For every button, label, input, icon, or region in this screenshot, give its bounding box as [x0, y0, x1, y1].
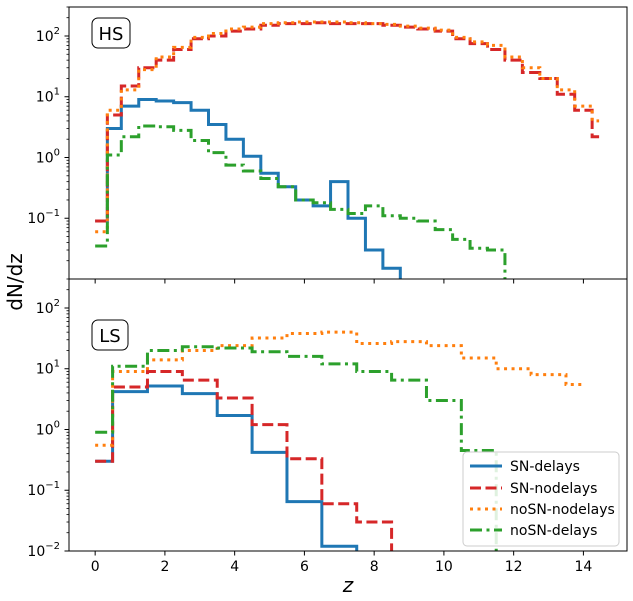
series-line-ls-nosn-nodelays — [95, 330, 584, 447]
x-tick-label: 2 — [160, 559, 169, 575]
panel-hs-y-tick-label: 10−1 — [27, 208, 60, 227]
panel-ls-y-tick-label: 10−1 — [27, 480, 60, 499]
panel-hs-series-group — [95, 20, 600, 279]
panel-hs-y-tick-label: 102 — [36, 26, 60, 45]
panel-hs-frame — [68, 6, 628, 280]
panel-ls-y-tick-label: 102 — [36, 298, 60, 317]
series-line-hs-sn-delays — [95, 98, 402, 279]
panel-hs-y-tick-label: 100 — [36, 147, 60, 166]
x-tick-label: 12 — [505, 559, 523, 575]
legend-label-sn-nodelays: SN-nodelays — [510, 481, 597, 497]
series-line-ls-sn-delays — [95, 384, 359, 551]
panel-hs-tag: HS — [91, 17, 131, 49]
panel-ls: 10−2 10−1 100 101 102 0 2 4 6 8 10 12 14 — [27, 278, 592, 575]
series-line-hs-nosn-nodelays — [95, 20, 600, 234]
series-line-ls-nosn-delays — [95, 345, 498, 551]
legend-item-nosn-nodelays: noSN-nodelays — [470, 502, 615, 518]
panel-ls-series-group — [95, 330, 584, 551]
x-axis-label: z — [342, 573, 354, 597]
x-tick-label: 10 — [435, 559, 453, 575]
panel-hs-y-tick-label: 101 — [36, 87, 60, 106]
legend-item-nosn-delays: noSN-delays — [470, 523, 597, 539]
panel-hs: 10−1 100 101 102 — [27, 6, 600, 284]
x-tick-label: 0 — [91, 559, 100, 575]
x-tick-label: 4 — [230, 559, 239, 575]
x-tick-label: 6 — [300, 559, 309, 575]
legend-label-sn-delays: SN-delays — [510, 459, 580, 475]
x-tick-label: 8 — [370, 559, 379, 575]
panel-ls-y-tick-label: 10−2 — [27, 541, 60, 560]
series-line-ls-sn-nodelays — [95, 370, 394, 551]
legend-label-nosn-delays: noSN-delays — [510, 523, 597, 539]
panel-ls-tag-text: LS — [99, 326, 120, 347]
legend-label-nosn-nodelays: noSN-nodelays — [510, 502, 615, 518]
panel-hs-tag-text: HS — [99, 24, 124, 45]
x-tick-label: 14 — [574, 559, 592, 575]
legend: SN-delays SN-nodelays noSN-nodelays noSN… — [462, 451, 620, 547]
panel-ls-frame — [68, 278, 628, 552]
panel-ls-tag: LS — [91, 319, 129, 351]
panel-ls-y-tick-label: 101 — [36, 359, 60, 378]
legend-item-sn-delays: SN-delays — [470, 459, 580, 475]
series-line-hs-nosn-delays — [95, 124, 507, 279]
legend-item-sn-nodelays: SN-nodelays — [470, 481, 597, 497]
y-axis-label: dN/dz — [3, 253, 27, 311]
panel-ls-y-tick-label: 100 — [36, 419, 60, 438]
